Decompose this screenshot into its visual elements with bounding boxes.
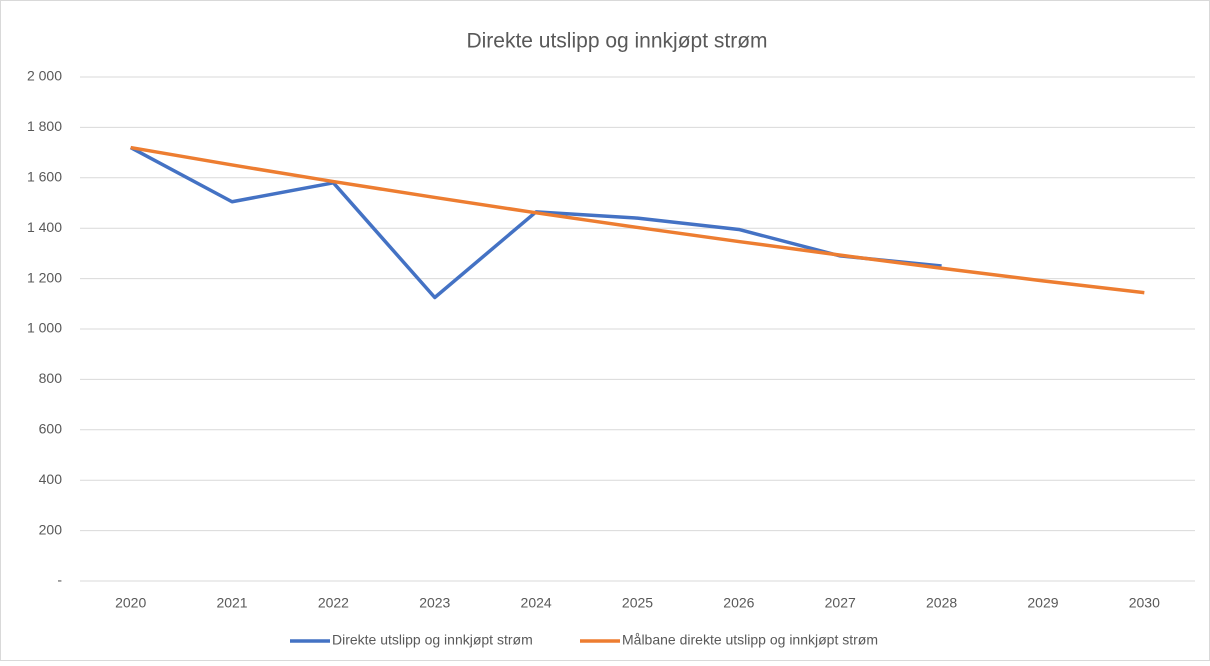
chart-title: Direkte utslipp og innkjøpt strøm bbox=[466, 30, 767, 53]
legend-label: Direkte utslipp og innkjøpt strøm bbox=[332, 632, 533, 648]
x-tick-label: 2020 bbox=[115, 595, 146, 611]
x-tick-label: 2025 bbox=[622, 595, 653, 611]
x-tick-label: 2026 bbox=[723, 595, 754, 611]
y-tick-label: 1 400 bbox=[27, 219, 62, 235]
x-tick-label: 2024 bbox=[521, 595, 552, 611]
series-line bbox=[130, 145, 1145, 295]
y-tick-label: 600 bbox=[39, 421, 63, 437]
y-tick-label: - bbox=[57, 572, 62, 588]
x-tick-label: 2030 bbox=[1129, 595, 1160, 611]
y-tick-label: 800 bbox=[39, 370, 63, 386]
legend-label: Målbane direkte utslipp og innkjøpt strø… bbox=[622, 632, 878, 648]
y-tick-label: 1 000 bbox=[27, 320, 62, 336]
y-tick-label: 400 bbox=[39, 471, 63, 487]
y-tick-label: 2 000 bbox=[27, 68, 62, 84]
x-tick-label: 2023 bbox=[419, 595, 450, 611]
y-tick-label: 200 bbox=[39, 521, 63, 537]
x-tick-label: 2021 bbox=[216, 595, 247, 611]
x-tick-label: 2028 bbox=[926, 595, 957, 611]
x-tick-label: 2022 bbox=[318, 595, 349, 611]
x-tick-label: 2029 bbox=[1027, 595, 1058, 611]
x-tick-label: 2027 bbox=[825, 595, 856, 611]
y-tick-label: 1 200 bbox=[27, 269, 62, 285]
y-tick-label: 1 600 bbox=[27, 169, 62, 185]
y-tick-label: 1 800 bbox=[27, 118, 62, 134]
